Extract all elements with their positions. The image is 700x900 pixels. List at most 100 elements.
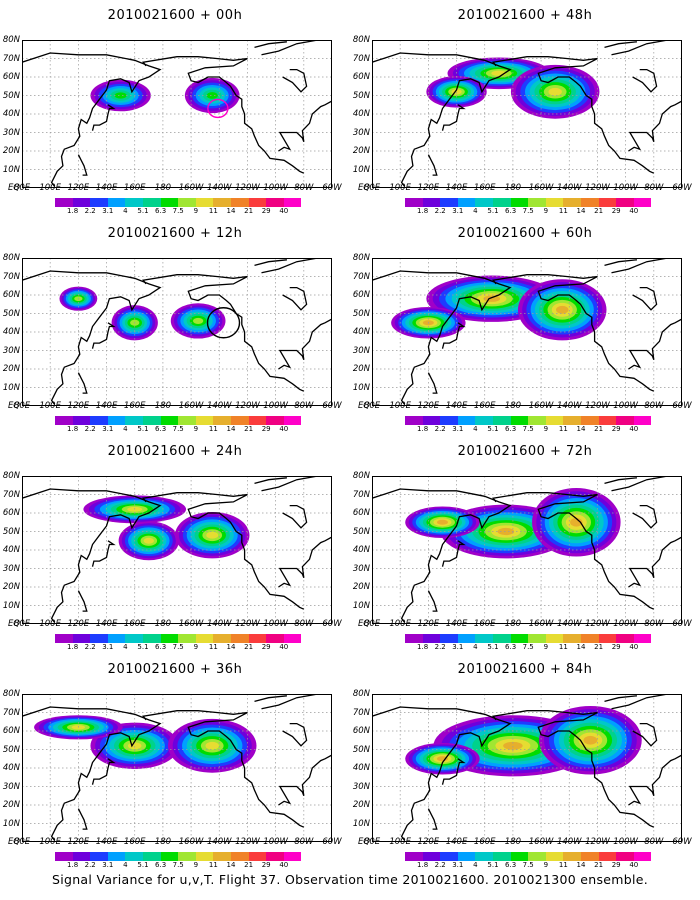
latitude-label: 80N (2, 253, 20, 263)
latitude-label: 50N (2, 744, 20, 755)
colorbar-swatch (510, 416, 529, 425)
colorbar-label: 40 (629, 207, 639, 215)
colorbar-label: 29 (611, 861, 621, 869)
colorbar-label: 2.2 (434, 207, 446, 215)
latitude-label: 10N (2, 382, 20, 393)
graticule (372, 40, 682, 188)
colorbar-swatch (492, 634, 511, 643)
map-plot (22, 258, 332, 406)
longitude-label: 180 (504, 619, 522, 629)
colorbar-label: 4 (123, 861, 128, 869)
latitude-label: 40N (352, 763, 370, 773)
longitude-label: 60W (672, 401, 692, 411)
colorbar-label: 4 (473, 643, 478, 651)
colorbar-label: 14 (226, 861, 236, 869)
longitude-label: 60W (322, 183, 342, 193)
colorbar-swatch (195, 416, 214, 425)
colorbar-labels: 1.8 2.2 3.1 4 5.1 6.3 7.5 9 11 14 21 29 40 (55, 207, 315, 217)
colorbar-swatch (125, 852, 143, 861)
colorbar: 1.8 2.2 3.1 4 5.1 6.3 7.5 9 11 14 21 29 40 (55, 416, 315, 435)
colorbar-label: 3.1 (102, 643, 114, 651)
longitude-label: 160W (178, 401, 204, 411)
coastlines (22, 40, 332, 187)
colorbar-swatch (195, 198, 214, 207)
map-frame (372, 40, 682, 188)
observation-region-ring (207, 98, 229, 119)
colorbar: 1.8 2.2 3.1 4 5.1 6.3 7.5 9 11 14 21 29 40 (405, 852, 665, 871)
colorbar-label: 40 (279, 207, 289, 215)
latitude-label: 40N (2, 545, 20, 555)
colorbar-swatch (475, 852, 493, 861)
longitude-label: 80W (644, 401, 664, 411)
colorbar-swatch (160, 852, 179, 861)
colorbar-label: 2.2 (434, 425, 446, 433)
longitude-label: 120W (235, 837, 260, 847)
colorbar-swatch (457, 198, 476, 207)
latitude-label: 20N (2, 364, 20, 374)
map-plot (372, 694, 682, 842)
colorbar-label: 14 (226, 207, 236, 215)
panel-title: 2010021600 + 00h (107, 8, 243, 23)
longitude-label: 160W (528, 401, 554, 411)
colorbar-swatch (563, 416, 581, 425)
colorbar-swatch (440, 852, 458, 861)
panel-title: 2010021600 + 48h (457, 8, 593, 23)
colorbar-swatch (283, 634, 302, 643)
colorbar-label: 2.2 (84, 425, 96, 433)
map-background (22, 40, 332, 188)
longitude-label: 120W (235, 401, 260, 411)
latitude-label: 20N (2, 146, 20, 156)
latitude-label: EQ (357, 183, 370, 193)
colorbar-label: 7.5 (522, 643, 534, 651)
colorbar-swatch (440, 416, 458, 425)
longitude-label: 140W (556, 401, 582, 411)
longitude-label: 80W (644, 837, 664, 847)
colorbar-label: 6.3 (155, 861, 167, 869)
graticule (22, 40, 332, 188)
colorbar-swatch (475, 416, 493, 425)
latitude-label: 50N (2, 526, 20, 537)
longitude-label: 180 (154, 183, 172, 193)
colorbar-swatch (457, 852, 476, 861)
colorbar-swatch (492, 198, 511, 207)
map-frame (22, 694, 332, 842)
colorbar-labels: 1.8 2.2 3.1 4 5.1 6.3 7.5 9 11 14 21 29 40 (55, 425, 315, 435)
longitude-label: 100W (613, 183, 638, 193)
colorbar-label: 29 (611, 207, 621, 215)
latitude-label: 20N (2, 582, 20, 592)
latitude-label: 80N (2, 689, 20, 699)
map-panel: 2010021600 + 12h 80N 70N 60N 50N 40N 30N 20N 10N… (0, 218, 350, 438)
colorbar-swatches (55, 416, 315, 425)
panel-title: 2010021600 + 12h (107, 226, 243, 241)
colorbar-swatch (107, 416, 126, 425)
longitude-label: 100E (389, 183, 411, 193)
coastlines (22, 258, 332, 405)
colorbar-swatch (457, 416, 476, 425)
colorbar-label: 5.1 (137, 207, 149, 215)
colorbar-swatch (178, 634, 196, 643)
variance-shading (517, 279, 607, 341)
colorbar-swatch (283, 198, 302, 207)
colorbar-swatch (55, 416, 73, 425)
panel-title: 2010021600 + 84h (457, 662, 593, 677)
variance-shading (118, 521, 179, 561)
colorbar-label: 9 (193, 425, 199, 433)
colorbar-swatch (55, 198, 73, 207)
colorbar-swatch (160, 634, 179, 643)
colorbar-swatch (266, 198, 284, 207)
colorbar-labels: 1.8 2.2 3.1 4 5.1 6.3 7.5 9 11 14 21 29 40 (405, 643, 665, 653)
colorbar-swatch (230, 634, 249, 643)
latitude-label: EQ (357, 837, 370, 847)
coastlines (372, 694, 682, 841)
colorbar-label: 21 (594, 861, 604, 869)
colorbar-label: 9 (193, 643, 199, 651)
colorbar: 1.8 2.2 3.1 4 5.1 6.3 7.5 9 11 14 21 29 40 (405, 198, 665, 217)
latitude-label: 70N (2, 271, 20, 282)
longitude-label: 160W (178, 619, 204, 629)
colorbar-label: 21 (594, 207, 604, 215)
colorbar-label: 1.8 (417, 861, 429, 869)
longitude-label: 100E (39, 837, 61, 847)
longitude-label: 80E (13, 401, 31, 411)
map-panel: 2010021600 + 60h 80N 70N 60N 50N 40N 30N 20N 10N… (350, 218, 700, 438)
variance-shading (510, 64, 600, 119)
